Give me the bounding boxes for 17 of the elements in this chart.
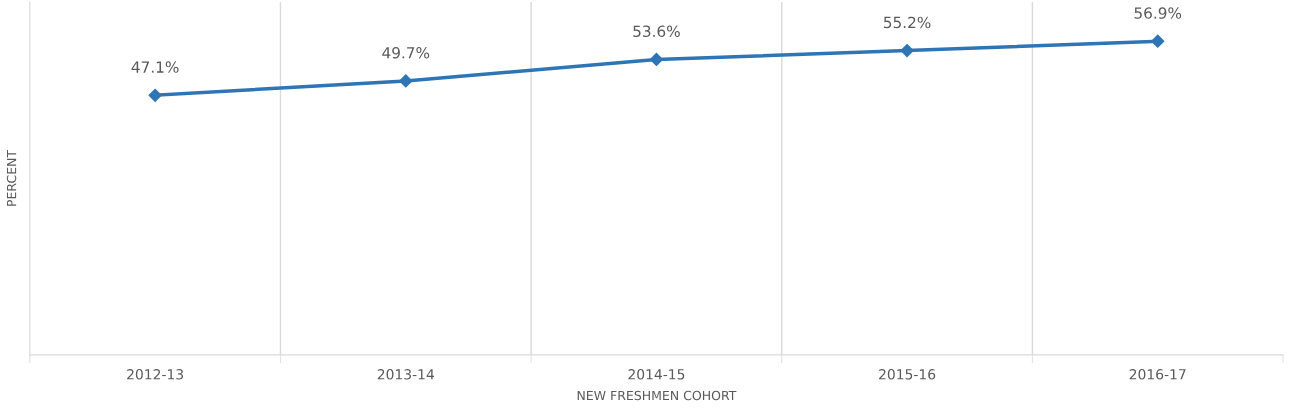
data-label: 53.6% (633, 25, 680, 38)
x-tick-label: 2014-15 (628, 369, 685, 380)
x-tick-label: 2012-13 (127, 369, 184, 380)
point (399, 74, 413, 88)
data-label: 55.2% (883, 16, 931, 29)
point (1151, 34, 1165, 48)
point (649, 52, 664, 67)
x-tick-label: 2016-17 (1129, 369, 1186, 380)
point (900, 44, 914, 58)
x-tick-label: 2013-14 (377, 369, 435, 380)
y-axis-title: PERCENT (6, 149, 17, 206)
x-tick-label: 2015-16 (879, 369, 936, 380)
data-label: 49.7% (382, 46, 430, 59)
data-label: 47.1% (131, 61, 179, 73)
x-axis-title: NEW FRESHMEN COHORT (577, 390, 737, 401)
point (148, 88, 162, 102)
data-label: 56.9% (1134, 7, 1182, 19)
